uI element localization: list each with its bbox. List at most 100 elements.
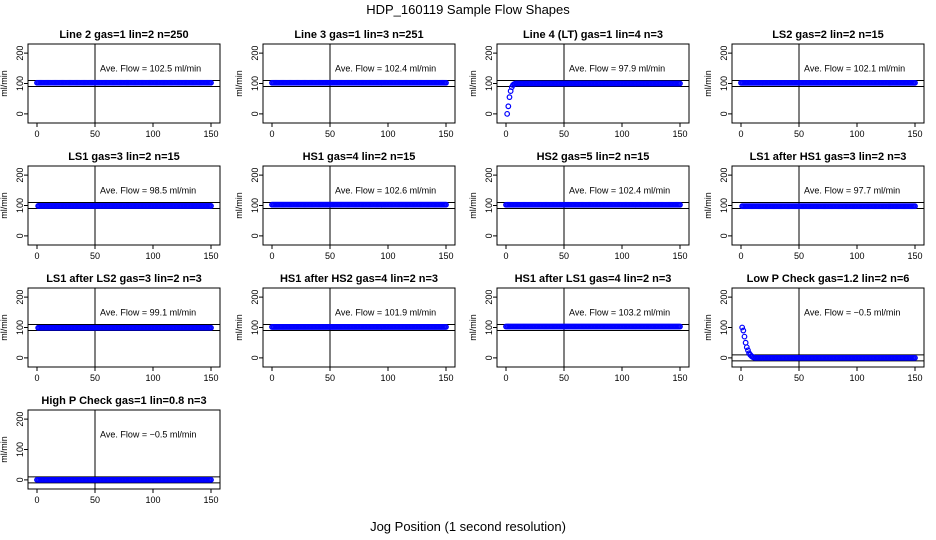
y-axis-label: ml/min xyxy=(703,192,713,219)
y-tick-label: 0 xyxy=(15,111,25,116)
plot-box xyxy=(27,287,221,368)
y-axis-label: ml/min xyxy=(0,436,9,463)
x-tick-label: 150 xyxy=(203,373,218,383)
y-tick-label: 0 xyxy=(15,355,25,360)
plot-box xyxy=(496,287,690,368)
x-tick-label: 50 xyxy=(90,251,100,261)
subplot-title: HS1 after HS2 gas=4 lin=2 n=3 xyxy=(280,273,438,285)
x-tick-label: 100 xyxy=(380,251,395,261)
average-flow-annotation: Ave. Flow = 102.4 ml/min xyxy=(335,63,436,73)
y-tick-label: 100 xyxy=(250,320,260,335)
data-point xyxy=(739,324,746,331)
y-tick-label: 100 xyxy=(719,76,729,91)
y-tick-label: 0 xyxy=(250,111,260,116)
x-tick-label: 50 xyxy=(559,251,569,261)
x-tick-label: 150 xyxy=(203,495,218,505)
plot-box xyxy=(731,43,925,124)
x-tick-label: 0 xyxy=(503,373,508,383)
plot-box xyxy=(731,287,925,368)
data-point xyxy=(912,203,918,210)
y-tick-label: 200 xyxy=(15,290,25,305)
average-flow-annotation: Ave. Flow = 102.1 ml/min xyxy=(804,63,905,73)
y-axis-label: ml/min xyxy=(0,314,9,341)
y-tick-label: 200 xyxy=(484,46,494,61)
y-tick-label: 200 xyxy=(250,46,260,61)
subplot-1: Line 2 gas=1 lin=2 n=250 ml/min 0 100 200 0 50… xyxy=(0,29,221,139)
subplot-3: Line 4 (LT) gas=1 lin=4 n=3 ml/min 0 100 200… xyxy=(468,29,690,139)
y-tick-label: 200 xyxy=(15,46,25,61)
x-tick-label: 150 xyxy=(203,129,218,139)
data-point xyxy=(505,103,512,110)
plot-box xyxy=(262,165,456,246)
data-point xyxy=(743,344,750,351)
x-tick-label: 100 xyxy=(614,129,629,139)
data-point xyxy=(742,339,749,346)
data-point xyxy=(740,327,747,334)
subplot-2: Line 3 gas=1 lin=3 n=251 ml/min 0 100 200 0 50… xyxy=(234,29,456,139)
x-tick-label: 100 xyxy=(380,129,395,139)
x-tick-label: 150 xyxy=(438,129,453,139)
y-axis-label: ml/min xyxy=(234,192,244,219)
x-tick-label: 100 xyxy=(145,495,160,505)
x-tick-label: 0 xyxy=(34,495,39,505)
x-tick-label: 150 xyxy=(672,129,687,139)
subplot-title: Low P Check gas=1.2 lin=2 n=6 xyxy=(747,273,910,285)
x-tick-label: 50 xyxy=(90,495,100,505)
subplot-title: LS1 after HS1 gas=3 lin=2 n=3 xyxy=(750,151,907,163)
subplot-5: LS1 gas=3 lin=2 n=15 ml/min 0 100 200 0 50 100 1… xyxy=(0,151,221,261)
plot-box xyxy=(731,165,925,246)
average-flow-annotation: Ave. Flow = 97.7 ml/min xyxy=(804,185,900,195)
x-tick-label: 100 xyxy=(614,373,629,383)
data-point xyxy=(208,324,214,331)
subplot-6: HS1 gas=4 lin=2 n=15 ml/min 0 100 200 0 50 100 1… xyxy=(234,151,456,261)
x-tick-label: 100 xyxy=(145,373,160,383)
average-flow-annotation: Ave. Flow = 102.6 ml/min xyxy=(335,185,436,195)
subplot-title: High P Check gas=1 lin=0.8 n=3 xyxy=(41,395,206,407)
x-tick-label: 100 xyxy=(849,251,864,261)
y-axis-label: ml/min xyxy=(703,70,713,97)
subplot-title: LS1 after LS2 gas=3 lin=2 n=3 xyxy=(46,273,202,285)
y-axis-label: ml/min xyxy=(468,192,478,219)
x-tick-label: 150 xyxy=(438,373,453,383)
subplot-12: Low P Check gas=1.2 lin=2 n=6 ml/min 0 100 2… xyxy=(703,273,925,383)
data-point xyxy=(741,333,748,340)
x-tick-label: 150 xyxy=(203,251,218,261)
x-tick-label: 100 xyxy=(849,129,864,139)
y-axis-label: ml/min xyxy=(0,192,9,219)
figure-x-axis-label: Jog Position (1 second resolution) xyxy=(370,519,566,534)
y-tick-label: 0 xyxy=(250,233,260,238)
subplot-title: HS1 after LS1 gas=4 lin=2 n=3 xyxy=(515,273,672,285)
y-tick-label: 0 xyxy=(484,233,494,238)
x-tick-label: 100 xyxy=(145,251,160,261)
y-tick-label: 200 xyxy=(250,290,260,305)
data-point xyxy=(208,203,214,209)
x-tick-label: 0 xyxy=(269,373,274,383)
average-flow-annotation: Ave. Flow = 102.4 ml/min xyxy=(569,185,670,195)
data-point xyxy=(208,79,214,86)
data-point xyxy=(443,79,449,86)
subplot-4: LS2 gas=2 lin=2 n=15 ml/min 0 100 200 0 50 100 1… xyxy=(703,29,925,139)
y-tick-label: 100 xyxy=(484,320,494,335)
data-point xyxy=(912,79,918,86)
average-flow-annotation: Ave. Flow = 97.9 ml/min xyxy=(569,63,665,73)
average-flow-annotation: Ave. Flow = −0.5 ml/min xyxy=(804,307,900,317)
average-flow-annotation: Ave. Flow = 99.1 ml/min xyxy=(100,307,196,317)
x-tick-label: 100 xyxy=(380,373,395,383)
plot-box xyxy=(496,165,690,246)
y-tick-label: 200 xyxy=(484,168,494,183)
y-axis-label: ml/min xyxy=(0,70,9,97)
x-tick-label: 0 xyxy=(738,373,743,383)
x-tick-label: 50 xyxy=(794,373,804,383)
data-point xyxy=(745,347,751,354)
subplot-8: LS1 after HS1 gas=3 lin=2 n=3 ml/min 0 100 2… xyxy=(703,151,925,261)
x-tick-label: 50 xyxy=(559,129,569,139)
y-tick-label: 100 xyxy=(484,76,494,91)
subplot-13: High P Check gas=1 lin=0.8 n=3 ml/min 0 100… xyxy=(0,395,221,505)
y-tick-label: 0 xyxy=(719,111,729,116)
x-tick-label: 150 xyxy=(907,251,922,261)
x-tick-label: 100 xyxy=(614,251,629,261)
y-axis-label: ml/min xyxy=(703,314,713,341)
x-tick-label: 50 xyxy=(90,373,100,383)
x-tick-label: 0 xyxy=(34,129,39,139)
